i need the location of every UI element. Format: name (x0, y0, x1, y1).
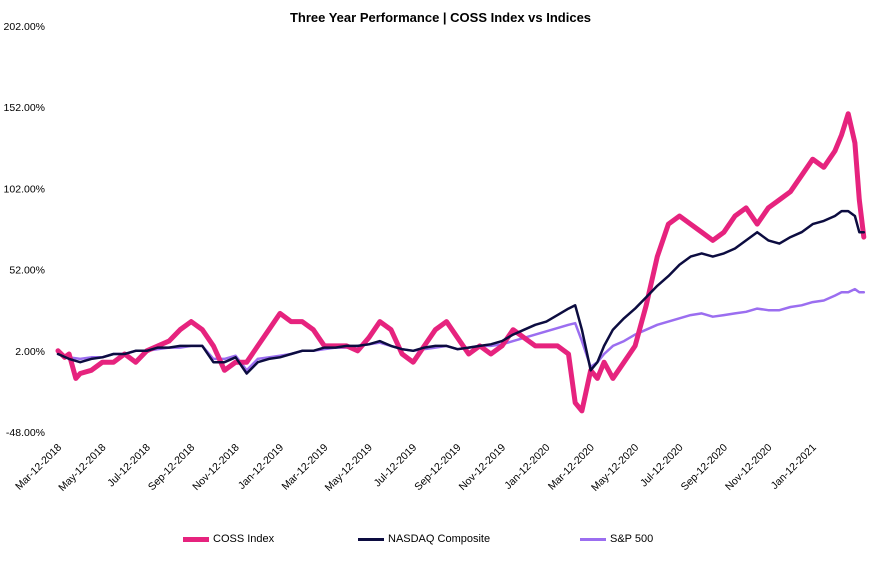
x-tick-label: May-12-2018 (56, 442, 108, 494)
legend-label: NASDAQ Composite (388, 533, 491, 545)
y-tick-label: 2.00% (15, 346, 45, 358)
x-tick-label: Jul-12-2018 (105, 442, 153, 490)
legend-swatch (580, 537, 606, 541)
legend-label: COSS Index (213, 533, 275, 545)
y-tick-label: -48.00% (6, 427, 45, 439)
y-tick-label: 202.00% (4, 21, 45, 33)
x-tick-label: May-12-2019 (323, 442, 375, 494)
chart-title: Three Year Performance | COSS Index vs I… (289, 10, 592, 25)
series-line-nasdaq-composite (56, 209, 866, 375)
x-tick-label: Jan-12-2021 (769, 442, 819, 492)
y-axis: 202.00% 152.00% 102.00% 52.00% 2.00% -48.00% (4, 21, 45, 439)
legend-item: NASDAQ Composite (358, 533, 490, 545)
series-layer (55, 111, 867, 414)
y-tick-label: 102.00% (4, 183, 45, 195)
x-tick-label: Jul-12-2020 (638, 442, 686, 490)
x-tick-label: Nov-12-2020 (723, 442, 775, 494)
y-tick-label: 52.00% (9, 265, 45, 277)
x-tick-label: Jul-12-2019 (372, 442, 420, 490)
legend-swatch (183, 536, 209, 542)
x-tick-label: May-12-2020 (589, 442, 641, 494)
x-axis: Mar-12-2018May-12-2018Jul-12-2018Sep-12-… (13, 442, 819, 494)
legend-label: S&P 500 (610, 533, 654, 545)
y-tick-label: 152.00% (4, 102, 45, 114)
x-tick-label: Nov-12-2019 (457, 442, 509, 494)
legend-swatch (358, 537, 384, 541)
series-line-coss-index (55, 111, 867, 414)
legend: COSS Index NASDAQ Composite S&P 500 (0, 533, 881, 551)
legend-item: COSS Index (183, 533, 274, 545)
legend-item: S&P 500 (580, 533, 653, 545)
x-tick-label: Nov-12-2018 (190, 442, 242, 494)
